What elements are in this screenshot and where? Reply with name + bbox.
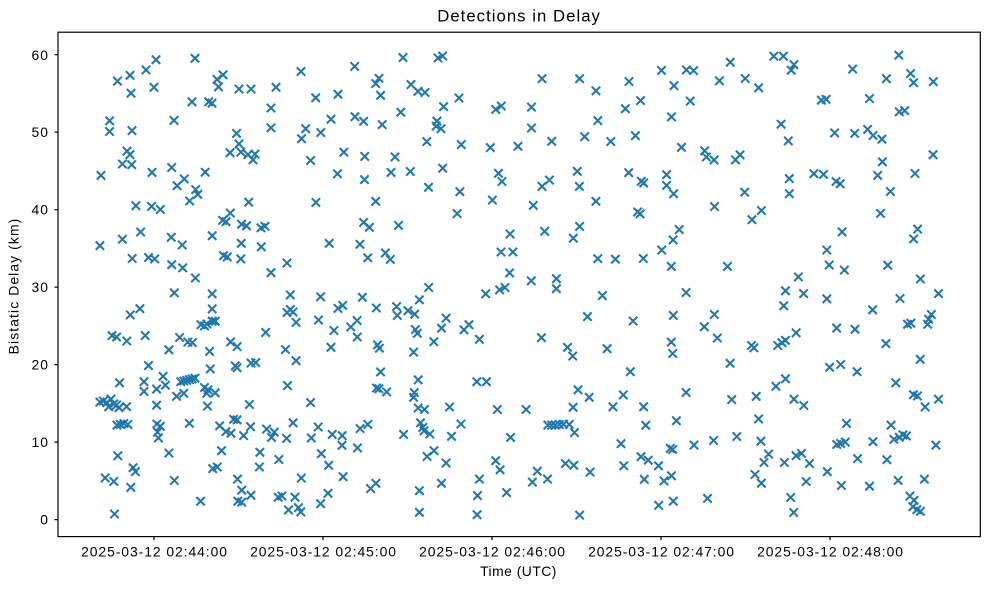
svg-text:Time (UTC): Time (UTC) bbox=[480, 563, 557, 579]
svg-text:40: 40 bbox=[32, 202, 49, 218]
svg-text:2025-03-12 02:45:00: 2025-03-12 02:45:00 bbox=[250, 543, 397, 559]
svg-text:2025-03-12 02:46:00: 2025-03-12 02:46:00 bbox=[419, 543, 566, 559]
svg-text:10: 10 bbox=[32, 434, 49, 450]
svg-text:2025-03-12 02:47:00: 2025-03-12 02:47:00 bbox=[588, 543, 735, 559]
svg-text:50: 50 bbox=[32, 124, 49, 140]
svg-text:Detections in Delay: Detections in Delay bbox=[437, 6, 601, 25]
svg-text:30: 30 bbox=[32, 279, 49, 295]
svg-text:2025-03-12 02:44:00: 2025-03-12 02:44:00 bbox=[81, 543, 228, 559]
svg-text:60: 60 bbox=[32, 47, 49, 63]
svg-text:0: 0 bbox=[40, 512, 49, 528]
svg-text:20: 20 bbox=[32, 357, 49, 373]
svg-text:Bistatic Delay (km): Bistatic Delay (km) bbox=[5, 218, 21, 355]
svg-text:2025-03-12 02:48:00: 2025-03-12 02:48:00 bbox=[757, 543, 904, 559]
